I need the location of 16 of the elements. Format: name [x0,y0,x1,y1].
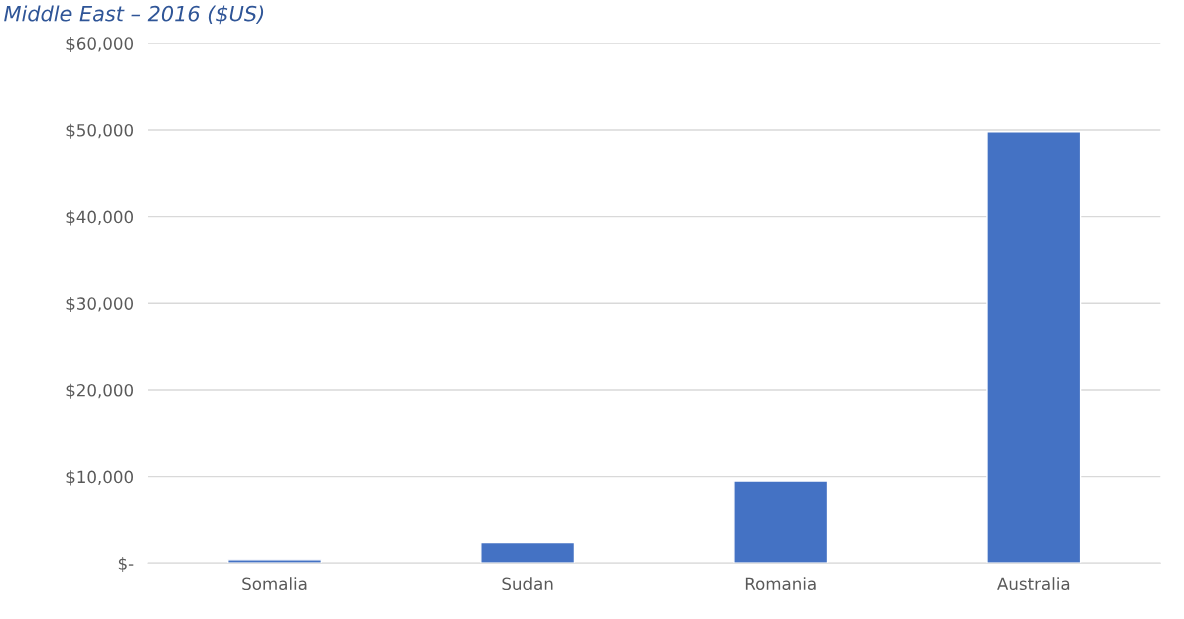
bar [986,131,1082,564]
y-tick-label: $10,000 [66,470,133,486]
y-tick-label: $- [118,556,134,573]
y-tick-label: $60,000 [66,37,133,53]
chart-title: Middle East – 2016 ($US) [4,5,264,25]
bar [733,480,829,564]
x-tick-label: Romania [745,577,816,591]
bar [227,559,323,564]
y-tick-label: $20,000 [66,383,133,399]
y-tick-label: $50,000 [66,123,133,139]
bar [480,541,576,564]
y-tick-label: $40,000 [66,210,133,226]
x-tick-label: Somalia [242,577,307,591]
x-tick-label: Australia [997,577,1070,591]
x-tick-label: Sudan [502,577,553,591]
y-tick-label: $30,000 [66,296,133,313]
